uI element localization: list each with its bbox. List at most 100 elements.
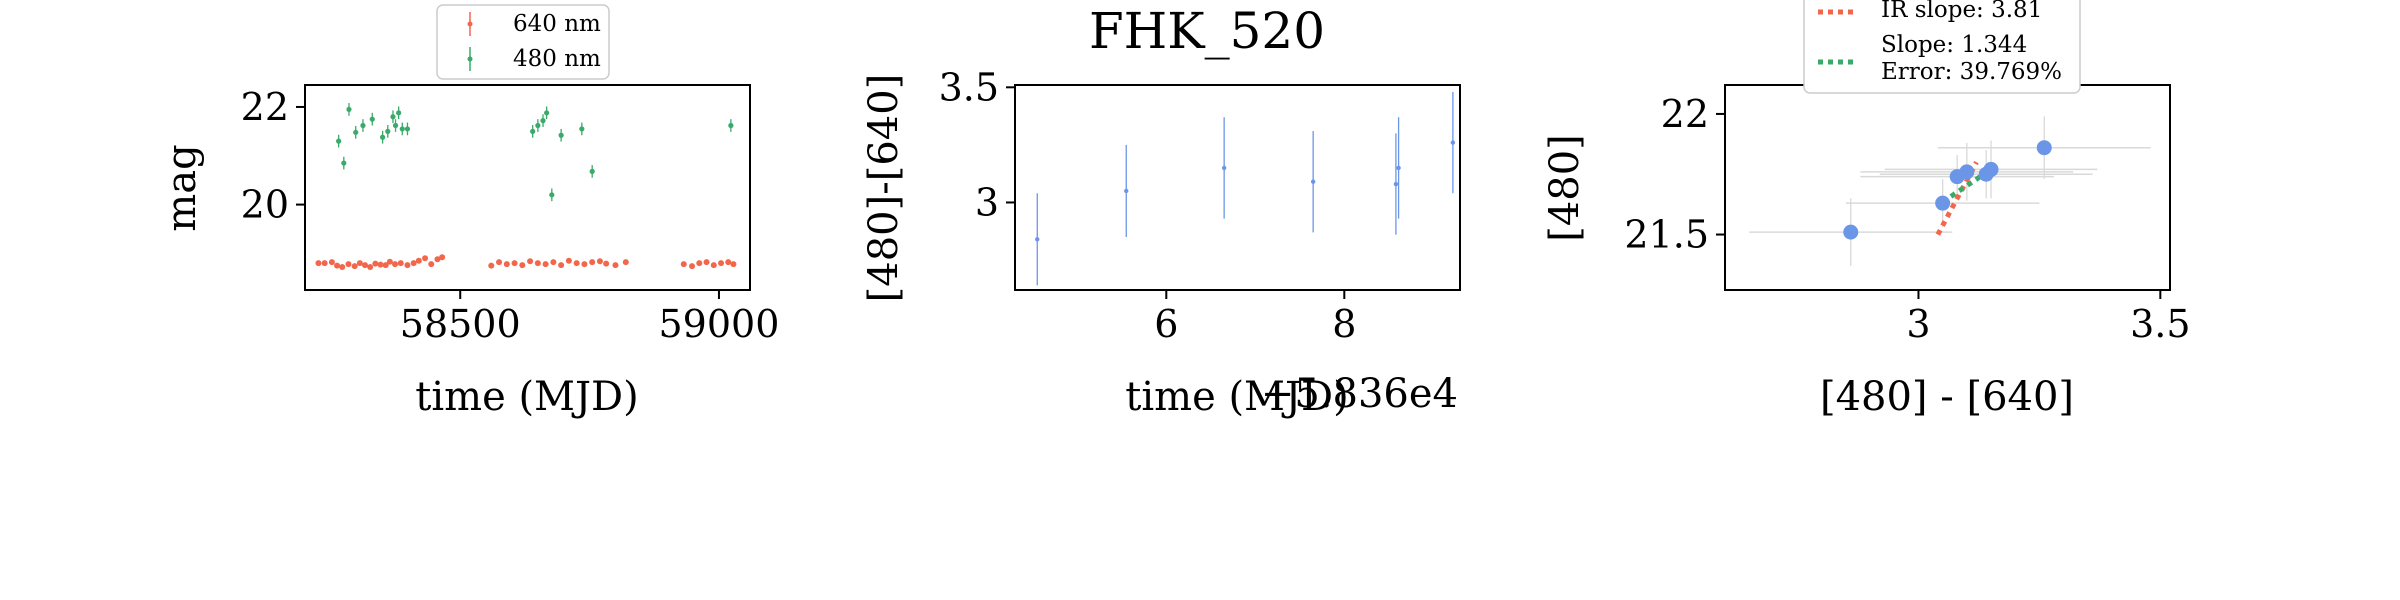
p0-point — [558, 132, 564, 138]
p0-point — [503, 261, 510, 268]
p0-point — [367, 264, 374, 271]
p2-xlabel: [480] - [640] — [1820, 374, 2074, 420]
p1-point — [1393, 181, 1399, 187]
p0-point — [334, 262, 341, 269]
p0-point — [725, 259, 732, 266]
p0-point — [488, 262, 495, 269]
p0-point — [404, 262, 411, 269]
p0-point — [428, 261, 435, 268]
p0-point — [315, 260, 322, 267]
p0-point — [603, 260, 610, 267]
p0-point — [392, 261, 399, 268]
p0-ytick-label: 22 — [241, 85, 289, 129]
p0-xtick-label: 58500 — [400, 302, 521, 346]
p2-legend-label-ir: IR slope: 3.81 — [1881, 0, 2042, 23]
p0-legend-label-640: 640 nm — [513, 11, 601, 37]
p1-point — [1035, 237, 1040, 242]
p1-point — [1310, 179, 1316, 184]
p2-legend-label-error: Error: 39.769% — [1881, 59, 2062, 85]
p2-xtick-label: 3 — [1906, 302, 1930, 346]
p0-legend-label-480: 480 nm — [513, 46, 601, 72]
p0-point — [336, 138, 342, 144]
p0-point — [718, 260, 725, 267]
p0-xtick-label: 59000 — [659, 302, 780, 346]
p0-point — [410, 260, 417, 267]
p2-point — [1983, 161, 1999, 177]
p2-point — [1843, 224, 1859, 240]
p0-point — [346, 106, 352, 113]
p1-xtick-label: 8 — [1332, 302, 1356, 346]
p2-xtick-label: 3.5 — [2130, 302, 2190, 346]
p0-point — [728, 122, 734, 129]
p0-ytick-label: 20 — [241, 183, 289, 227]
p2-ytick-label: 22 — [1661, 92, 1709, 136]
p1-ylabel: [480]-[640] — [861, 74, 907, 303]
p0-ylabel: mag — [159, 144, 205, 231]
p0-point — [534, 260, 541, 267]
p0-xlabel: time (MJD) — [415, 374, 638, 420]
p1-offset-text: +5.836e4 — [1261, 371, 1458, 417]
p0-point — [328, 259, 335, 266]
p0-legend-box — [436, 4, 610, 80]
p0-point — [530, 128, 536, 134]
p0-point — [415, 257, 422, 264]
p1-point — [1396, 165, 1401, 171]
p0-point — [565, 257, 572, 264]
p0-legend-dot-480 — [467, 56, 473, 62]
p0-point — [380, 134, 386, 140]
p1-title: FHK_520 — [1089, 2, 1325, 60]
p1-point — [1221, 165, 1227, 171]
p0-point — [353, 129, 359, 135]
p0-point — [550, 259, 557, 266]
p0-point — [382, 262, 389, 269]
p0-point — [519, 262, 526, 269]
p2-frame — [1724, 84, 2171, 291]
p0-point — [710, 262, 717, 269]
p0-point — [396, 110, 402, 116]
p0-point — [397, 260, 404, 267]
p2-point — [2036, 140, 2052, 156]
p0-point — [434, 256, 441, 263]
p0-point — [390, 114, 396, 120]
p0-point — [696, 260, 703, 267]
p1-xlabel: time (MJD) — [1125, 374, 1348, 420]
p1-frame — [1014, 84, 1461, 291]
p0-point — [542, 261, 549, 268]
p0-point — [612, 262, 619, 269]
p1-ytick-label: 3 — [975, 180, 999, 224]
p0-point — [386, 258, 393, 265]
p0-point — [540, 118, 546, 124]
p0-point — [362, 262, 369, 269]
p2-legend-label-slope: Slope: 1.344 — [1881, 32, 2027, 58]
p0-legend-dot-640 — [467, 21, 473, 27]
p0-point — [439, 254, 446, 261]
p0-point — [341, 160, 347, 166]
p0-point — [511, 260, 518, 267]
p0-point — [399, 126, 405, 132]
p0-point — [404, 126, 411, 132]
p0-point — [579, 126, 585, 132]
p2-ylabel: [480] — [1542, 134, 1588, 242]
panel-light-curve: 58500 59000 20 22 time (MJD) mag 640 nm 480… — [159, 4, 780, 420]
p0-point — [369, 116, 375, 122]
p0-point — [351, 263, 358, 270]
p0-point — [589, 259, 596, 266]
panel-color-curve: FHK_520 6 8 3 3.5 time (MJD) +5.836e4 [480]… — [861, 2, 1461, 420]
p1-point — [1124, 188, 1129, 194]
p0-point — [527, 258, 534, 265]
p0-point — [345, 261, 352, 268]
p1-xtick-label: 6 — [1154, 302, 1178, 346]
p0-point — [589, 168, 595, 174]
p0-point — [544, 110, 550, 116]
p0-point — [385, 128, 391, 134]
p0-point — [360, 122, 366, 129]
p0-point — [422, 255, 429, 262]
p2-fit-line — [1935, 160, 1979, 236]
panel-color-magnitude: 3 3.5 21.5 22 [480] - [640] [480] IR slope:… — [1542, 0, 2191, 420]
p0-point — [549, 192, 555, 198]
p0-point — [377, 261, 384, 268]
p0-point — [680, 261, 687, 268]
p0-frame — [304, 84, 751, 291]
p0-legend: 640 nm 480 nm — [436, 4, 610, 80]
p0-point — [581, 261, 588, 268]
